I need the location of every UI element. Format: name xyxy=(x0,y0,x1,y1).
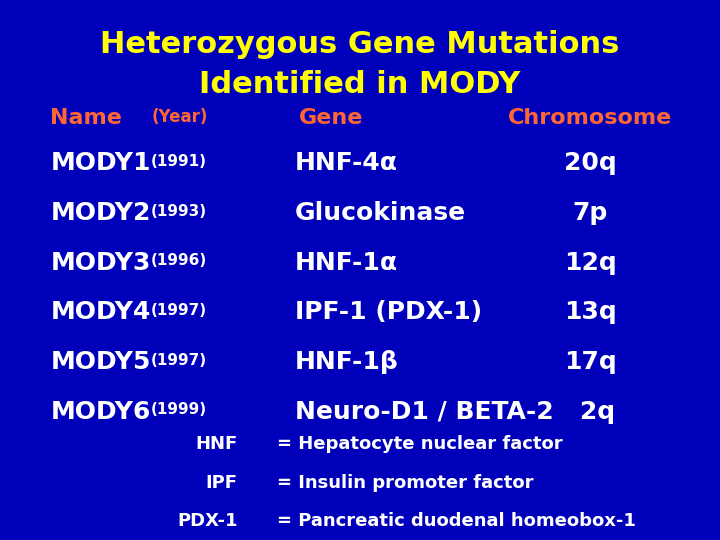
Text: (1991): (1991) xyxy=(151,154,207,169)
Text: 12q: 12q xyxy=(564,251,617,274)
Text: 13q: 13q xyxy=(564,300,617,324)
Text: IPF-1 (PDX-1): IPF-1 (PDX-1) xyxy=(295,300,482,324)
Text: 20q: 20q xyxy=(564,151,617,175)
Text: Chromosome: Chromosome xyxy=(508,108,672,128)
Text: (1997): (1997) xyxy=(151,353,207,368)
Text: HNF-1β: HNF-1β xyxy=(295,350,399,374)
Text: Glucokinase: Glucokinase xyxy=(295,201,467,225)
Text: = Insulin promoter factor: = Insulin promoter factor xyxy=(277,474,534,491)
Text: Name: Name xyxy=(50,108,122,128)
Text: HNF: HNF xyxy=(195,435,238,453)
Text: (Year): (Year) xyxy=(151,108,207,126)
Text: MODY5: MODY5 xyxy=(50,350,150,374)
Text: = Pancreatic duodenal homeobox-1: = Pancreatic duodenal homeobox-1 xyxy=(277,512,636,530)
Text: HNF-4α: HNF-4α xyxy=(295,151,398,175)
Text: (1999): (1999) xyxy=(151,402,207,417)
Text: (1997): (1997) xyxy=(151,303,207,318)
Text: IPF: IPF xyxy=(206,474,238,491)
Text: (1993): (1993) xyxy=(151,204,207,219)
Text: MODY6: MODY6 xyxy=(50,400,150,423)
Text: (1996): (1996) xyxy=(151,253,207,268)
Text: Gene: Gene xyxy=(299,108,364,128)
Text: 17q: 17q xyxy=(564,350,617,374)
Text: MODY3: MODY3 xyxy=(50,251,150,274)
Text: HNF-1α: HNF-1α xyxy=(295,251,398,274)
Text: Neuro-D1 / BETA-2   2q: Neuro-D1 / BETA-2 2q xyxy=(295,400,616,423)
Text: 7p: 7p xyxy=(573,201,608,225)
Text: MODY2: MODY2 xyxy=(50,201,150,225)
Text: = Hepatocyte nuclear factor: = Hepatocyte nuclear factor xyxy=(277,435,563,453)
Text: Identified in MODY: Identified in MODY xyxy=(199,70,521,99)
Text: Heterozygous Gene Mutations: Heterozygous Gene Mutations xyxy=(100,30,620,59)
Text: MODY1: MODY1 xyxy=(50,151,151,175)
Text: PDX-1: PDX-1 xyxy=(177,512,238,530)
Text: MODY4: MODY4 xyxy=(50,300,150,324)
